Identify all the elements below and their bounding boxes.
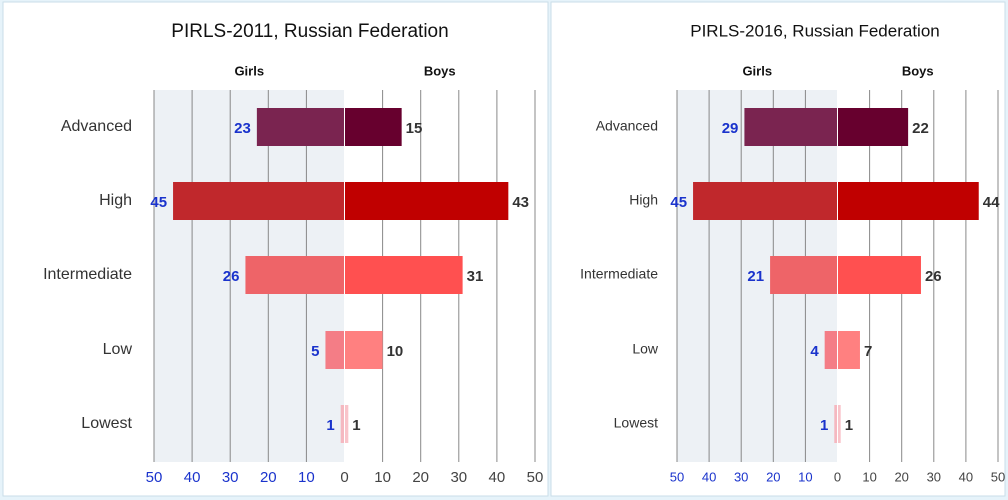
- x-tick-label: 30: [734, 469, 748, 484]
- x-tick-label: 50: [991, 469, 1005, 484]
- category-label: Lowest: [614, 415, 658, 431]
- value-label: 7: [864, 343, 872, 360]
- category-label: Lowest: [81, 415, 132, 432]
- x-tick-label: 0: [834, 469, 841, 484]
- value-label: 1: [820, 417, 828, 434]
- chart-title: PIRLS-2016, Russian Federation: [690, 21, 939, 40]
- bar: [340, 405, 345, 443]
- value-label: 29: [722, 120, 739, 137]
- value-label: 1: [845, 417, 853, 434]
- category-label: Advanced: [596, 118, 658, 134]
- bar: [837, 331, 860, 369]
- value-label: 15: [406, 120, 423, 137]
- x-tick-label: 20: [412, 469, 429, 486]
- bar: [245, 256, 345, 294]
- value-label: 1: [352, 417, 360, 434]
- x-tick-label: 0: [340, 469, 348, 486]
- value-label: 21: [747, 268, 764, 285]
- bar: [837, 405, 841, 443]
- value-label: 22: [912, 120, 929, 137]
- x-tick-label: 40: [489, 469, 506, 486]
- bar: [344, 331, 383, 369]
- value-label: 31: [467, 268, 484, 285]
- x-tick-label: 10: [374, 469, 391, 486]
- bar: [744, 108, 838, 146]
- x-tick-label: 20: [894, 469, 908, 484]
- category-label: Intermediate: [43, 266, 132, 283]
- category-label: Low: [103, 341, 133, 358]
- bar: [837, 256, 921, 294]
- bar: [344, 256, 463, 294]
- x-tick-label: 30: [927, 469, 941, 484]
- value-label: 45: [150, 194, 167, 211]
- category-label: Intermediate: [580, 266, 658, 282]
- bar: [344, 182, 509, 220]
- legend-label: Boys: [424, 63, 456, 78]
- bar: [325, 331, 345, 369]
- x-tick-label: 20: [766, 469, 780, 484]
- bar: [693, 182, 838, 220]
- x-tick-label: 10: [862, 469, 876, 484]
- x-tick-label: 50: [527, 469, 544, 486]
- x-tick-label: 30: [450, 469, 467, 486]
- category-label: Advanced: [61, 118, 132, 135]
- x-tick-label: 50: [146, 469, 163, 486]
- value-label: 43: [512, 194, 529, 211]
- category-label: High: [629, 192, 658, 208]
- value-label: 10: [387, 343, 404, 360]
- x-tick-label: 40: [184, 469, 201, 486]
- x-tick-label: 40: [702, 469, 716, 484]
- bar: [837, 182, 979, 220]
- value-label: 23: [234, 120, 251, 137]
- x-tick-label: 40: [959, 469, 973, 484]
- value-label: 5: [311, 343, 319, 360]
- x-tick-label: 30: [222, 469, 239, 486]
- legend-label: Girls: [742, 63, 772, 78]
- chart-title: PIRLS-2011, Russian Federation: [171, 21, 448, 42]
- value-label: 4: [810, 343, 819, 360]
- bar: [173, 182, 345, 220]
- bar: [256, 108, 345, 146]
- value-label: 26: [223, 268, 240, 285]
- x-tick-label: 20: [260, 469, 277, 486]
- bar: [837, 108, 909, 146]
- x-tick-label: 50: [670, 469, 684, 484]
- value-label: 1: [326, 417, 334, 434]
- category-label: Low: [632, 341, 659, 357]
- value-label: 44: [983, 194, 1000, 211]
- bar: [770, 256, 838, 294]
- value-label: 26: [925, 268, 942, 285]
- x-tick-label: 10: [798, 469, 812, 484]
- category-label: High: [99, 192, 132, 209]
- bar: [834, 405, 838, 443]
- x-tick-label: 10: [298, 469, 315, 486]
- bar: [824, 331, 838, 369]
- bar: [344, 108, 402, 146]
- bar: [344, 405, 349, 443]
- legend-label: Boys: [902, 63, 934, 78]
- legend-label: Girls: [234, 63, 264, 78]
- value-label: 45: [670, 194, 687, 211]
